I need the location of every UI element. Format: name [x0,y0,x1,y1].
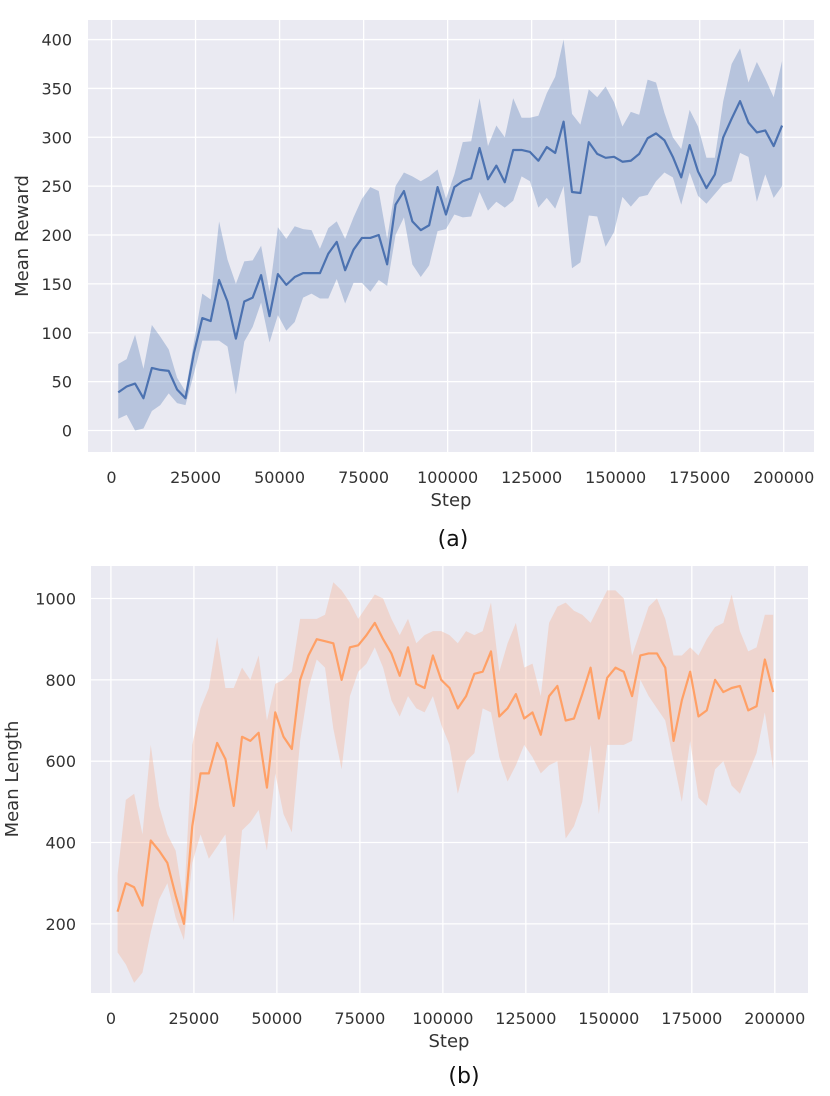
chart-b-x-axis-label: Step [429,1031,470,1052]
chart-a-mean-line [117,100,784,400]
chart-a-y-axis-label: Mean Reward [12,175,33,297]
chart-a-y-tick-labels: 0 50 100 150 200 250 300 350 400 [41,31,72,441]
chart-a-plot-area [88,20,814,452]
chart-a-y-tick-label: 400 [41,31,72,50]
chart-a-x-tick-label: 0 [106,468,116,487]
chart-b-mean-polyline [116,621,775,925]
chart-a-y-tick-label: 200 [41,226,72,245]
chart-b-y-tick-label: 200 [45,915,76,934]
chart-b-grid [91,566,808,993]
chart-a-grid [88,20,814,452]
chart-b-mean-length: 0 25000 50000 75000 100000 125000 150000 175000… [2,566,808,1089]
chart-a-x-tick-label: 200000 [753,468,814,487]
chart-a-x-tick-labels: 0 25000 50000 75000 100000 125000 150000 175000… [106,468,814,487]
chart-a-mean-reward: 0 25000 50000 75000 100000 125000 150000 175000… [12,20,814,552]
chart-b-x-tick-label: 175000 [661,1009,722,1028]
chart-b-band-area [117,582,774,983]
chart-a-x-tick-label: 50000 [254,468,305,487]
chart-b-x-tick-label: 100000 [412,1009,473,1028]
chart-b-x-tick-label: 125000 [495,1009,556,1028]
chart-b-x-tick-label: 150000 [578,1009,639,1028]
chart-b-y-tick-label: 400 [45,834,76,853]
chart-b-confidence-band [117,582,774,983]
chart-a-y-tick-label: 100 [41,324,72,343]
chart-a-y-tick-label: 50 [52,373,72,392]
chart-a-x-tick-label: 75000 [338,468,389,487]
chart-b-y-tick-label: 1000 [35,590,76,609]
chart-b-y-axis-label: Mean Length [2,721,23,838]
chart-b-mean-line [116,621,775,925]
chart-a-confidence-band [118,39,783,431]
chart-a-band-area [118,39,783,431]
chart-b-y-tick-label: 600 [45,752,76,771]
chart-a-mean-polyline [117,100,784,400]
chart-a-y-tick-label: 150 [41,275,72,294]
chart-a-y-tick-label: 300 [41,128,72,147]
chart-a-y-tick-label: 350 [41,79,72,98]
chart-b-x-tick-label: 0 [106,1009,116,1028]
chart-b-x-tick-labels: 0 25000 50000 75000 100000 125000 150000 175000… [106,1009,806,1028]
chart-a-caption: (a) [438,527,469,552]
chart-b-y-tick-label: 800 [45,671,76,690]
chart-b-x-tick-label: 50000 [251,1009,302,1028]
chart-b-y-tick-labels: 200 400 600 800 1000 [35,590,76,934]
chart-a-x-tick-label: 25000 [170,468,221,487]
chart-a-y-tick-label: 0 [62,421,72,440]
chart-b-x-tick-label: 75000 [334,1009,385,1028]
chart-b-plot-area [91,566,808,993]
chart-a-x-tick-label: 150000 [585,468,646,487]
chart-a-y-tick-label: 250 [41,177,72,196]
chart-b-caption: (b) [448,1064,479,1089]
chart-a-x-tick-label: 175000 [669,468,730,487]
chart-b-x-tick-label: 25000 [168,1009,219,1028]
chart-a-x-axis-label: Step [431,490,472,511]
chart-b-x-tick-label: 200000 [744,1009,805,1028]
chart-a-x-tick-label: 100000 [417,468,478,487]
chart-a-x-tick-label: 125000 [501,468,562,487]
